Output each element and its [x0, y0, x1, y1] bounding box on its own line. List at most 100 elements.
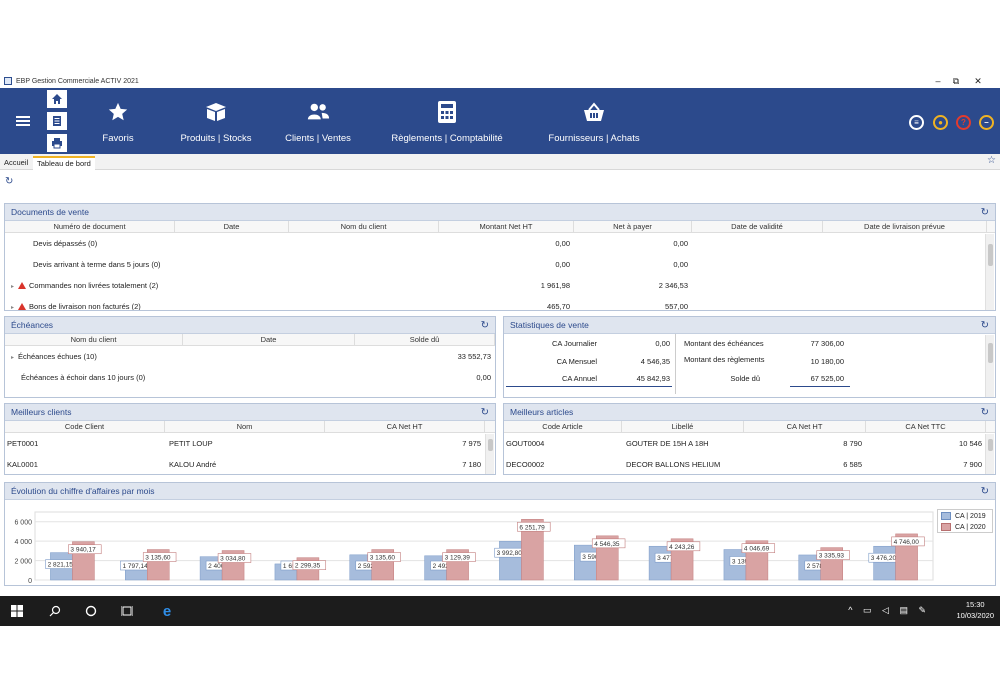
refresh-all-icon[interactable]: ↻ [5, 176, 14, 187]
panel-title: Meilleurs articles [510, 407, 574, 417]
print-button[interactable] [47, 134, 67, 152]
column-header[interactable]: Date [183, 334, 355, 345]
scrollbar-thumb[interactable] [488, 439, 493, 451]
data-label-box [816, 550, 850, 560]
dashboard-button[interactable] [47, 112, 67, 130]
legend-swatch [941, 523, 951, 531]
tab-tableau-de-bord[interactable]: Tableau de bord [33, 156, 95, 170]
data-label-box [68, 544, 102, 555]
clock[interactable]: 15:30 10/03/2020 [956, 596, 994, 626]
scrollbar[interactable] [985, 234, 994, 310]
profile-icon: – [984, 118, 989, 127]
table-row[interactable]: Échéances à échoir dans 10 jours (0) 0,0… [5, 367, 495, 388]
column-header[interactable]: Nom du client [5, 334, 183, 345]
refresh-icon[interactable]: ↻ [980, 486, 989, 497]
edge-browser-button[interactable]: e [160, 603, 174, 620]
column-header[interactable]: Solde dû [355, 334, 495, 345]
scrollbar-thumb[interactable] [988, 343, 993, 363]
task-view-button[interactable] [120, 604, 134, 618]
taskbar: e ^ ▭ ◁ ▤ ✎ 15:30 10/03/2020 [0, 596, 1000, 626]
table-row[interactable]: ▸ Échéances échues (10) 33 552,73 [5, 346, 495, 367]
list-menu-button[interactable]: ≡ [909, 115, 924, 130]
article-ttc: 10 546 [959, 439, 982, 448]
column-header[interactable]: CA Net TTC [866, 421, 986, 432]
menu-button[interactable] [0, 88, 46, 154]
nav-favoris[interactable]: Favoris [96, 88, 140, 154]
refresh-icon[interactable]: ↻ [480, 320, 489, 331]
legend-item[interactable]: CA | 2019 [941, 512, 989, 520]
refresh-icon[interactable]: ↻ [980, 207, 989, 218]
data-label: 3 992,80 [497, 550, 523, 557]
scrollbar-thumb[interactable] [988, 244, 993, 266]
column-header[interactable]: Numéro de document [5, 221, 175, 232]
row-label: Bons de livraison non facturés (2) [29, 302, 141, 310]
table-row[interactable]: DECO0002 DECOR BALLONS HELIUM 6 585 7 90… [504, 454, 995, 475]
expand-icon[interactable]: ▸ [11, 284, 15, 290]
cortana-button[interactable] [84, 604, 98, 618]
windows-start-button[interactable] [10, 604, 24, 618]
column-header[interactable]: Date de livraison prévue [823, 221, 987, 232]
data-label-box [741, 543, 776, 553]
nav-fournisseurs-achats[interactable]: Fournisseurs | Achats [544, 88, 644, 154]
stat-value: 67 525,00 [810, 374, 844, 383]
row-label: Devis dépassés (0) [33, 239, 98, 248]
data-label: 3 135,60 [145, 555, 171, 562]
search-button[interactable] [48, 604, 62, 618]
stat-value: 45 842,93 [636, 374, 670, 383]
column-header[interactable]: Date de validité [692, 221, 823, 232]
nav-clients-ventes[interactable]: Clients | Ventes [280, 88, 356, 154]
client-code: PET0001 [7, 439, 39, 448]
column-header[interactable]: Code Article [504, 421, 622, 432]
y-tick-label: 6 000 [14, 520, 32, 527]
table-row[interactable]: Devis dépassés (0) 0,00 0,00 [5, 233, 995, 254]
data-label-box [142, 552, 177, 562]
tab-accueil[interactable]: Accueil [4, 158, 29, 167]
maximize-button[interactable]: ⧉ [952, 76, 960, 86]
nav-produits-stocks[interactable]: Produits | Stocks [176, 88, 256, 154]
column-header[interactable]: CA Net HT [744, 421, 866, 432]
help-button[interactable]: ? [956, 115, 971, 130]
data-label-box [292, 560, 327, 570]
refresh-icon[interactable]: ↻ [980, 407, 989, 418]
column-header[interactable]: CA Net HT [325, 421, 485, 432]
column-header[interactable]: Montant Net HT [439, 221, 574, 232]
refresh-icon[interactable]: ↻ [480, 407, 489, 418]
system-tray-icons[interactable]: ^ ▭ ◁ ▤ ✎ [848, 605, 930, 615]
column-header[interactable]: Date [175, 221, 289, 232]
refresh-icon[interactable]: ↻ [980, 320, 989, 331]
minimize-button[interactable]: – [935, 76, 941, 86]
documents-panel: Documents de vente ↻ Numéro de document … [4, 203, 996, 311]
profile-button[interactable]: – [979, 115, 994, 130]
scrollbar[interactable] [485, 434, 494, 474]
home-button[interactable] [47, 90, 67, 108]
table-row[interactable]: GOUT0004 GOUTER DE 15H A 18H 8 790 10 54… [504, 433, 995, 454]
column-header[interactable]: Libellé [622, 421, 744, 432]
data-label: 2 821,15 [48, 562, 74, 569]
stat-value: 10 180,00 [810, 357, 844, 366]
notifications-button[interactable]: ● [933, 115, 948, 130]
row-net: 0,00 [673, 239, 688, 248]
client-ca: 7 975 [462, 439, 481, 448]
scrollbar[interactable] [985, 434, 994, 474]
table-row[interactable]: ▸ Bons de livraison non facturés (2) 465,… [5, 296, 995, 310]
column-header[interactable]: Nom [165, 421, 325, 432]
legend-item[interactable]: CA | 2020 [941, 523, 989, 531]
expand-icon[interactable]: ▸ [11, 305, 15, 310]
table-row[interactable]: ▸ Commandes non livrées totalement (2) 1 … [5, 275, 995, 296]
table-row[interactable]: Devis arrivant à terme dans 5 jours (0) … [5, 254, 995, 275]
close-button[interactable]: ✕ [974, 76, 982, 86]
table-row[interactable]: PET0001 PETIT LOUP 7 975 [5, 433, 495, 454]
nav-reglements-comptabilite[interactable]: Règlements | Comptabilité [386, 88, 508, 154]
column-header[interactable]: Nom du client [289, 221, 439, 232]
column-header[interactable]: Code Client [5, 421, 165, 432]
data-label-box [217, 553, 252, 563]
printer-icon [52, 138, 62, 149]
column-header[interactable]: Net à payer [574, 221, 692, 232]
data-label: 2 299,35 [295, 563, 321, 570]
table-row[interactable]: KAL0001 KALOU André 7 180 [5, 454, 495, 475]
scrollbar-thumb[interactable] [988, 439, 993, 451]
scrollbar[interactable] [985, 335, 994, 397]
expand-icon[interactable]: ▸ [11, 355, 15, 361]
favorite-star-icon[interactable]: ☆ [987, 155, 996, 166]
data-label: 4 243,26 [669, 544, 695, 551]
